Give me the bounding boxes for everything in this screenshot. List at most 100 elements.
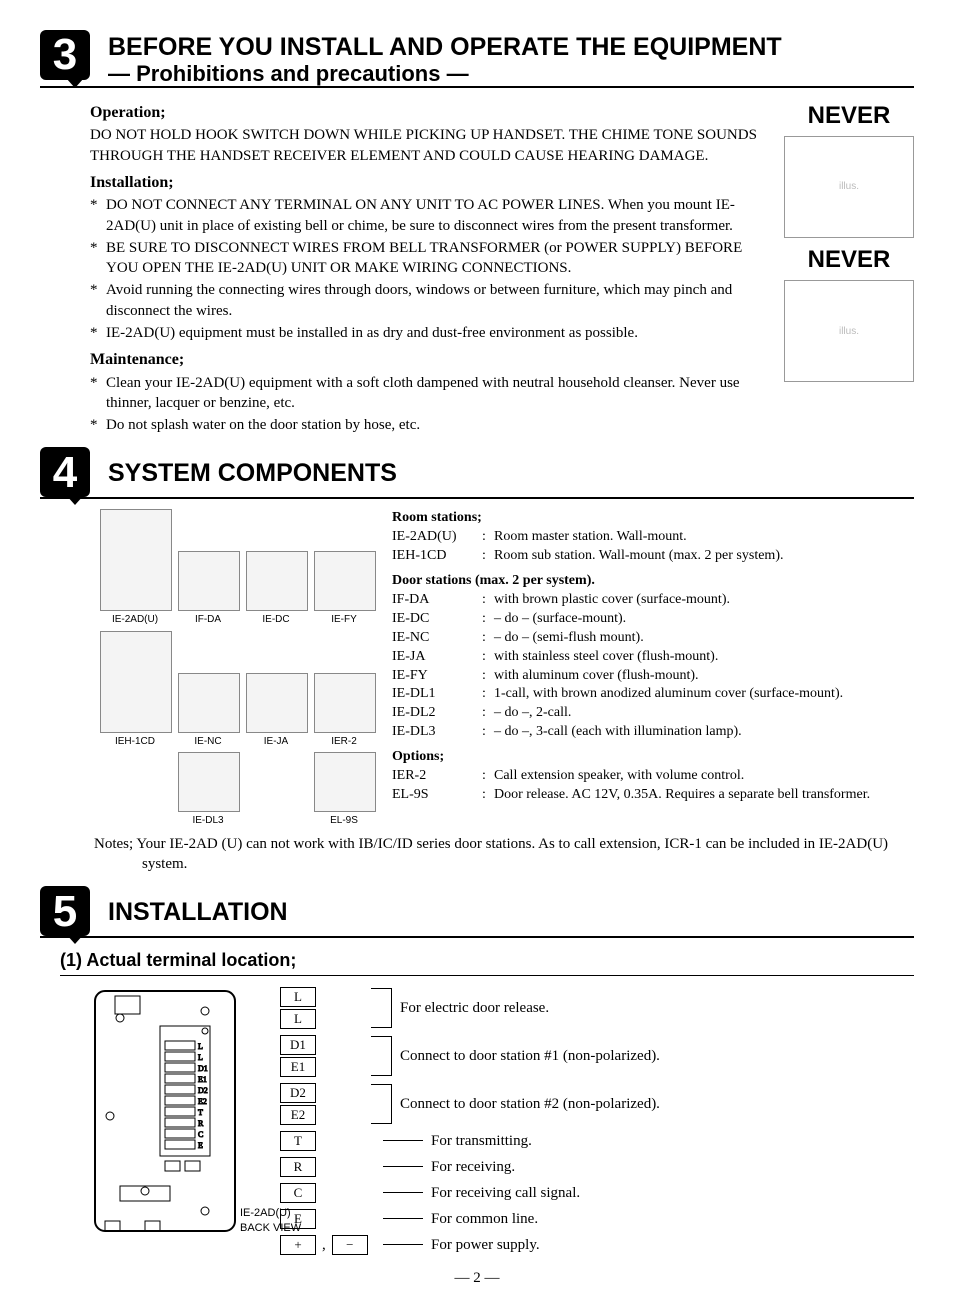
component-code: IE-FY: [392, 667, 482, 686]
terminal-desc: For electric door release.: [400, 998, 549, 1018]
component-desc: with brown plastic cover (surface-mount)…: [494, 591, 730, 610]
terminal-line: [383, 1192, 423, 1193]
terminal-legend: LL For electric door release. D1E1 Connect …: [280, 986, 660, 1260]
installation-item: IE-2AD(U) equipment must be installed in…: [90, 323, 772, 343]
svg-text:E1: E1: [198, 1075, 207, 1084]
installation-item: DO NOT CONNECT ANY TERMINAL ON ANY UNIT …: [90, 195, 772, 236]
door-stations-list: IF-DA:with brown plastic cover (surface-…: [392, 591, 870, 742]
component-desc: with aluminum cover (flush-mount).: [494, 667, 699, 686]
terminal-box: E1: [280, 1057, 316, 1077]
terminal-desc: For receiving call signal.: [431, 1183, 580, 1203]
section-3-body: Operation; DO NOT HOLD HOOK SWITCH DOWN …: [90, 96, 914, 438]
svg-text:E2: E2: [198, 1097, 207, 1106]
terminal-row: D2E2 Connect to door station #2 (non-pola…: [280, 1082, 660, 1126]
maintenance-item: Do not splash water on the door station …: [90, 415, 772, 435]
svg-text:L: L: [198, 1042, 203, 1051]
thumb: IER-2: [314, 673, 374, 749]
backview-diagram: L L D1 E1 D2 E2 T R C E IE-2AD(U) BACK V…: [90, 986, 260, 1236]
options-heading: Options;: [392, 748, 870, 767]
thumb-label: EL-9S: [330, 815, 358, 826]
thumb: IE-NC: [178, 673, 238, 749]
terminal-boxes: D2E2: [280, 1083, 375, 1125]
thumb-label: IEH-1CD: [115, 736, 155, 747]
section-4-notes: Notes; Your IE-2AD (U) can not work with…: [94, 834, 914, 875]
terminal-box: T: [280, 1131, 316, 1151]
component-desc: Door release. AC 12V, 0.35A. Requires a …: [494, 786, 870, 805]
section-3-header: 3 BEFORE YOU INSTALL AND OPERATE THE EQU…: [40, 30, 914, 88]
maintenance-heading: Maintenance;: [90, 349, 772, 371]
maintenance-list: Clean your IE-2AD(U) equipment with a so…: [90, 373, 772, 436]
thumb-label: IER-2: [331, 736, 357, 747]
component-item: EL-9S:Door release. AC 12V, 0.35A. Requi…: [392, 786, 870, 805]
terminal-box: L: [280, 987, 316, 1007]
thumb-label: IE-DL3: [192, 815, 223, 826]
components-body: IE-2AD(U) IF-DA IE-DC IE-FY IEH-1CD IE-N…: [100, 509, 914, 828]
component-code: IE-2AD(U): [392, 528, 482, 547]
thumb: IF-DA: [178, 551, 238, 627]
terminal-boxes: LL: [280, 987, 375, 1029]
terminal-line: [383, 1166, 423, 1167]
terminal-desc: Connect to door station #1 (non-polarize…: [400, 1046, 660, 1066]
thumb: IEH-1CD: [100, 631, 170, 749]
svg-text:T: T: [198, 1108, 203, 1117]
svg-text:L: L: [198, 1053, 203, 1062]
component-code: IF-DA: [392, 591, 482, 610]
terminal-row: D1E1 Connect to door station #1 (non-pola…: [280, 1034, 660, 1078]
thumb: IE-DC: [246, 551, 306, 627]
thumb: IE-DL3: [178, 752, 238, 828]
never-label-1: NEVER: [784, 100, 914, 132]
terminal-box: C: [280, 1183, 316, 1203]
component-code: IE-NC: [392, 629, 482, 648]
installation-heading: Installation;: [90, 172, 772, 194]
thumb-label: IE-NC: [194, 736, 221, 747]
terminal-row: RFor receiving.: [280, 1156, 660, 1178]
component-thumbnails: IE-2AD(U) IF-DA IE-DC IE-FY IEH-1CD IE-N…: [100, 509, 374, 828]
section-4-title: SYSTEM COMPONENTS: [108, 447, 397, 491]
component-code: IEH-1CD: [392, 547, 482, 566]
section-number-5: 5: [40, 886, 90, 936]
terminal-boxes: R: [280, 1157, 375, 1177]
thumb-label: IF-DA: [195, 614, 221, 625]
terminal-box: D1: [280, 1035, 316, 1055]
section-3-text: Operation; DO NOT HOLD HOOK SWITCH DOWN …: [90, 96, 784, 438]
installation-item: BE SURE TO DISCONNECT WIRES FROM BELL TR…: [90, 238, 772, 279]
thumb-label: IE-DC: [262, 614, 289, 625]
terminal-desc: Connect to door station #2 (non-polarize…: [400, 1094, 660, 1114]
section-3-subtitle: — Prohibitions and precautions —: [108, 62, 782, 86]
component-desc: – do –, 3-call (each with illumination l…: [494, 723, 742, 742]
thumb-label: IE-FY: [331, 614, 357, 625]
thumb: IE-FY: [314, 551, 374, 627]
terminal-desc: For common line.: [431, 1209, 538, 1229]
terminal-bracket: [371, 1084, 392, 1124]
backview-label: IE-2AD(U) BACK VIEW: [240, 1206, 260, 1236]
section-number-3: 3: [40, 30, 90, 80]
thumb: IE-JA: [246, 673, 306, 749]
svg-text:D2: D2: [198, 1086, 208, 1095]
never-column: NEVER illus. NEVER illus.: [784, 96, 914, 438]
installation-item: Avoid running the connecting wires throu…: [90, 280, 772, 321]
terminal-box: D2: [280, 1083, 316, 1103]
thumb-label: IE-2AD(U): [112, 614, 158, 625]
terminal-line: [383, 1140, 423, 1141]
component-item: IER-2:Call extension speaker, with volum…: [392, 767, 870, 786]
never-illustration-2: illus.: [784, 280, 914, 382]
component-desc: – do – (semi-flush mount).: [494, 629, 644, 648]
component-code: IER-2: [392, 767, 482, 786]
thumb: EL-9S: [314, 752, 374, 828]
room-stations-heading: Room stations;: [392, 509, 870, 528]
terminal-location-body: L L D1 E1 D2 E2 T R C E IE-2AD(U) BACK V…: [90, 986, 914, 1260]
operation-heading: Operation;: [90, 102, 772, 124]
terminal-box: E2: [280, 1105, 316, 1125]
terminal-bracket: [371, 988, 392, 1028]
installation-list: DO NOT CONNECT ANY TERMINAL ON ANY UNIT …: [90, 195, 772, 343]
terminal-box: L: [280, 1009, 316, 1029]
component-desc: 1-call, with brown anodized aluminum cov…: [494, 685, 843, 704]
terminal-bracket: [371, 1036, 392, 1076]
terminal-row: C For receiving call signal.: [280, 1182, 660, 1204]
component-item: IE-DL2:– do –, 2-call.: [392, 704, 870, 723]
component-desc: Room sub station. Wall-mount (max. 2 per…: [494, 547, 783, 566]
terminal-row: EFor common line.: [280, 1208, 660, 1230]
component-code: IE-DL2: [392, 704, 482, 723]
component-descriptions: Room stations; IE-2AD(U):Room master sta…: [392, 509, 870, 828]
terminal-boxes: T: [280, 1131, 375, 1151]
